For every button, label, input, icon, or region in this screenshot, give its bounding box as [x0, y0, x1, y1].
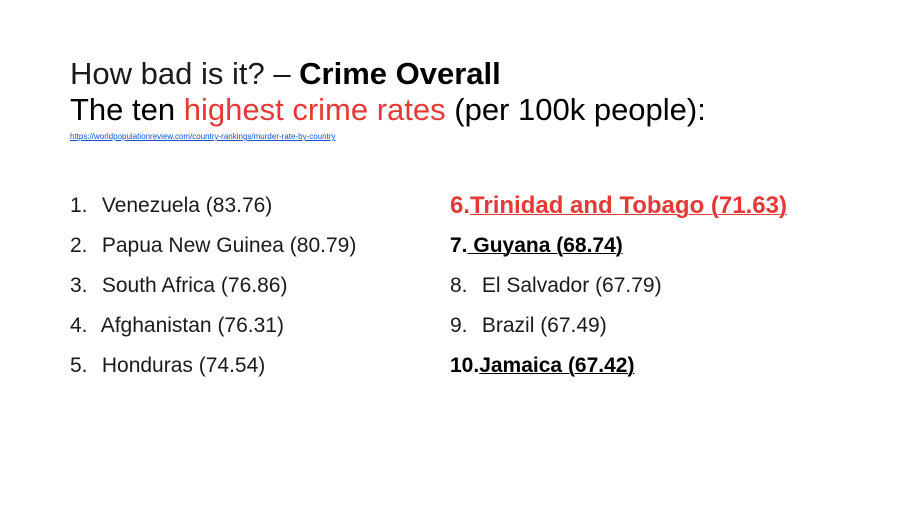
list-item: 9. Brazil (67.49) [450, 313, 890, 353]
rank-number: 5. [70, 354, 88, 377]
rank-number: 3. [70, 274, 88, 297]
country-text: Jamaica (67.42) [479, 354, 635, 377]
rank-number: 10. [450, 354, 480, 377]
rank-number: 8. [450, 274, 468, 297]
list-item: 3. South Africa (76.86) [70, 273, 430, 313]
rank-number: 4. [70, 314, 88, 337]
country-text: Afghanistan (76.31) [100, 314, 284, 337]
rank-number: 1. [70, 194, 88, 217]
country-text: Trinidad and Tobago (71.63) [470, 192, 787, 219]
source-link[interactable]: https://worldpopulationreview.com/countr… [70, 132, 336, 141]
subtitle-accent: highest crime rates [183, 92, 446, 127]
right-ranking-list: 6.Trinidad and Tobago (71.63) 7. Guyana … [450, 193, 890, 393]
rank-number: 7. [450, 234, 468, 257]
country-text: Honduras (74.54) [101, 354, 266, 377]
list-item-emphasized: 10.Jamaica (67.42) [450, 353, 890, 393]
country-text: Brazil (67.49) [481, 314, 607, 337]
country-text: South Africa (76.86) [101, 274, 288, 297]
title-strong: Crime Overall [299, 56, 501, 91]
left-ranking-list: 1. Venezuela (83.76) 2. Papua New Guinea… [70, 193, 430, 393]
rank-number: 6. [450, 192, 471, 219]
subtitle-suffix: (per 100k people): [445, 92, 706, 127]
list-item-emphasized: 7. Guyana (68.74) [450, 233, 890, 273]
list-item: 8. El Salvador (67.79) [450, 273, 890, 313]
rank-number: 9. [450, 314, 468, 337]
country-text: El Salvador (67.79) [481, 274, 662, 297]
title-block: How bad is it? – Crime Overall The ten h… [70, 56, 890, 142]
list-item: 4. Afghanistan (76.31) [70, 313, 430, 353]
country-text: Venezuela (83.76) [101, 194, 273, 217]
subtitle-prefix: The ten [70, 92, 184, 127]
list-item: 2. Papua New Guinea (80.79) [70, 233, 430, 273]
list-item-highlighted: 6.Trinidad and Tobago (71.63) [450, 193, 890, 233]
list-item: 1. Venezuela (83.76) [70, 193, 430, 233]
country-text: Papua New Guinea (80.79) [101, 234, 357, 257]
list-item: 5. Honduras (74.54) [70, 353, 430, 393]
slide-title: How bad is it? – Crime Overall [70, 56, 890, 92]
slide-subtitle: The ten highest crime rates (per 100k pe… [70, 92, 890, 128]
country-text: Guyana (68.74) [473, 234, 623, 257]
title-prefix: How bad is it? – [70, 56, 300, 91]
rank-number: 2. [70, 234, 88, 257]
